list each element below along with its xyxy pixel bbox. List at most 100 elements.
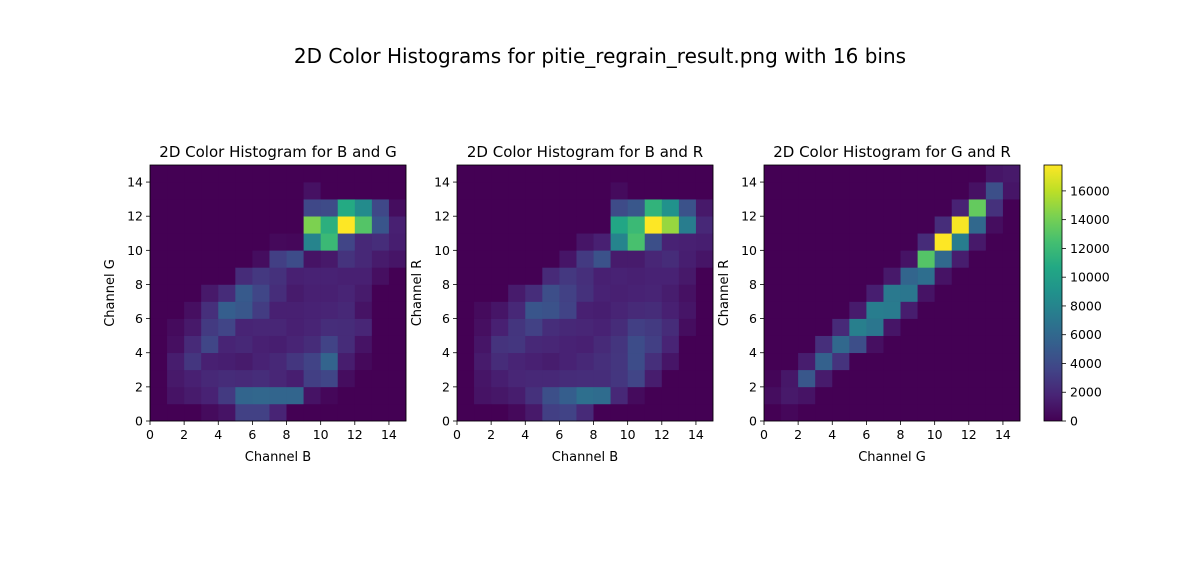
heatmap-cell <box>354 318 373 336</box>
heatmap-cell <box>934 352 953 371</box>
heatmap-cell <box>303 165 321 183</box>
heatmap-cell <box>985 301 1004 319</box>
heatmap-cell <box>610 199 628 217</box>
heatmap-cell <box>150 250 168 268</box>
heatmap-cell <box>371 267 390 285</box>
heatmap-cell <box>576 216 594 234</box>
heatmap-cell <box>388 352 407 371</box>
heatmap-cell <box>883 182 901 200</box>
heatmap-cell <box>661 369 680 388</box>
heatmap-cell <box>457 369 475 388</box>
heatmap-cell <box>508 335 526 354</box>
heatmap-cell <box>150 318 168 336</box>
heatmap-cell <box>320 386 339 405</box>
y-tick-label: 2 <box>749 379 757 394</box>
heatmap-cell <box>883 335 901 354</box>
heatmap-cell <box>951 403 970 422</box>
heatmap-cell <box>781 318 799 336</box>
heatmap-cell <box>610 369 628 388</box>
heatmap-cell <box>474 352 492 371</box>
heatmap-cell <box>627 301 646 319</box>
y-tick-label: 10 <box>741 243 757 258</box>
heatmap-cell <box>269 352 287 371</box>
heatmap-panel-b-r: 2D Color Histogram for B and R 0 2 4 6 8 10 12… <box>410 143 714 465</box>
heatmap-cell <box>968 318 987 336</box>
heatmap-cells <box>456 164 714 422</box>
heatmap-cell <box>883 267 901 285</box>
heatmap-cell <box>968 199 987 217</box>
heatmap-cell <box>678 199 697 217</box>
heatmap-cell <box>184 199 202 217</box>
heatmap-cell <box>678 318 697 336</box>
heatmap-cell <box>525 386 543 405</box>
heatmap-cell <box>525 182 543 200</box>
heatmap-cell <box>303 284 321 302</box>
heatmap-cell <box>627 165 646 183</box>
heatmap-cell <box>388 216 407 234</box>
y-tick-label: 6 <box>442 311 450 326</box>
heatmap-cell <box>252 403 270 422</box>
heatmap-cell <box>866 284 884 302</box>
heatmap-cell <box>1002 403 1021 422</box>
heatmap-cell <box>1002 267 1021 285</box>
heatmap-cell <box>491 233 509 251</box>
heatmap-cell <box>1002 386 1021 405</box>
x-axis-ticks: 0 2 4 6 8 10 12 14 <box>760 421 1011 442</box>
heatmap-cell <box>661 403 680 422</box>
heatmap-cell <box>917 250 935 268</box>
x-tick-label: 12 <box>961 427 977 442</box>
heatmap-cell <box>678 216 697 234</box>
y-tick-label: 0 <box>442 414 450 429</box>
heatmap-cell <box>286 335 304 354</box>
heatmap-cell <box>491 199 509 217</box>
y-tick-label: 4 <box>442 345 450 360</box>
heatmap-cell <box>150 182 168 200</box>
heatmap-cell <box>576 165 594 183</box>
heatmap-cell <box>951 318 970 336</box>
heatmap-cell <box>337 318 356 336</box>
heatmap-cell <box>593 233 611 251</box>
heatmap-cell <box>781 199 799 217</box>
heatmap-cell <box>644 267 663 285</box>
heatmap-cell <box>542 250 560 268</box>
heatmap-cell <box>610 352 628 371</box>
x-axis-label: Channel B <box>245 450 311 465</box>
x-tick-label: 4 <box>521 427 529 442</box>
heatmap-cell <box>269 301 287 319</box>
x-axis-label: Channel G <box>858 450 926 465</box>
heatmap-cell <box>320 318 339 336</box>
heatmap-cell <box>815 267 833 285</box>
heatmap-cell <box>1002 352 1021 371</box>
heatmap-cell <box>849 165 867 183</box>
heatmap-cell <box>337 233 356 251</box>
heatmap-cell <box>354 165 373 183</box>
x-tick-label: 0 <box>453 427 461 442</box>
heatmap-cell <box>201 216 219 234</box>
heatmap-cell <box>457 301 475 319</box>
heatmap-cell <box>866 369 884 388</box>
heatmap-cell <box>781 386 799 405</box>
y-axis-label: Channel G <box>103 259 118 327</box>
heatmap-cell <box>849 250 867 268</box>
heatmap-cell <box>337 182 356 200</box>
heatmap-cell <box>218 386 236 405</box>
heatmap-cell <box>627 199 646 217</box>
heatmap-cell <box>866 386 884 405</box>
heatmap-cell <box>201 301 219 319</box>
heatmap-cell <box>832 318 850 336</box>
heatmap-cell <box>798 216 816 234</box>
heatmap-cell <box>525 165 543 183</box>
heatmap-cell <box>576 199 594 217</box>
heatmap-cell <box>167 267 185 285</box>
heatmap-cell <box>866 301 884 319</box>
heatmap-cell <box>968 233 987 251</box>
heatmap-cell <box>798 369 816 388</box>
y-axis-ticks: 0 2 4 6 8 10 12 14 <box>741 175 764 429</box>
heatmap-cell <box>542 267 560 285</box>
heatmap-cell <box>388 318 407 336</box>
heatmap-cell <box>508 403 526 422</box>
heatmap-cell <box>286 301 304 319</box>
heatmap-cell <box>559 267 577 285</box>
heatmap-cell <box>593 199 611 217</box>
heatmap-cell <box>542 352 560 371</box>
